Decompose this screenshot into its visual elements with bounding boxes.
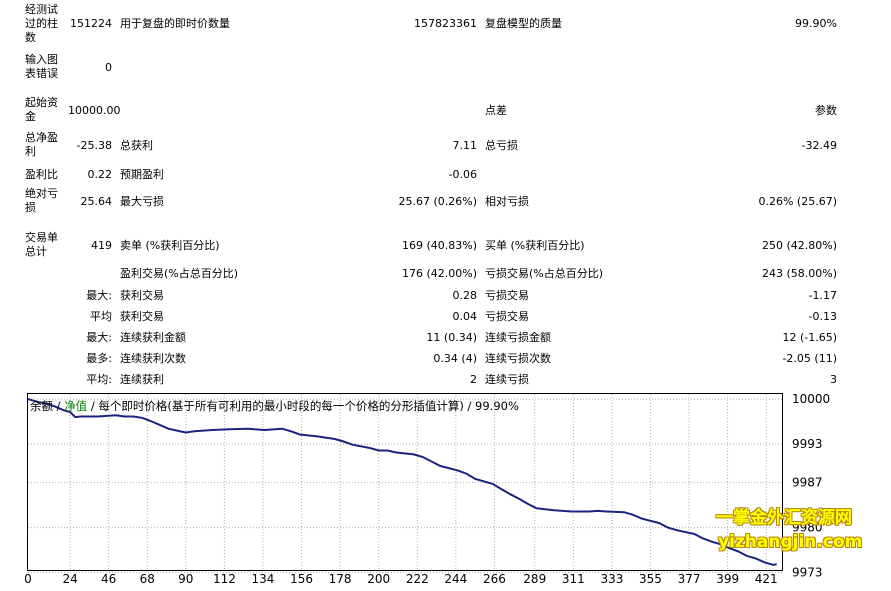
- y-tick-label: 10000: [792, 392, 830, 406]
- x-tick-label: 222: [406, 572, 429, 586]
- stat-value-spread: 参数: [815, 104, 837, 117]
- stat-label-bars-tested: 经测试过的柱数: [25, 3, 58, 44]
- stat-label-absolute-drawdown: 绝对亏损: [25, 187, 58, 214]
- stat-value-average-consecutive-wins: 2: [470, 373, 477, 386]
- stat-value-consecutive-wins-count: 0.34 (4): [433, 352, 477, 365]
- stat-value-chart-errors: 0: [105, 61, 112, 74]
- stat-value-relative-drawdown: 0.26% (25.67): [758, 195, 837, 208]
- legend-separator: /: [53, 399, 65, 413]
- x-tick-label: 266: [483, 572, 506, 586]
- stat-value-average-profit-trade: 0.04: [452, 310, 478, 323]
- stat-label-net-profit: 总净盈利: [25, 131, 58, 158]
- y-tick-label: 9973: [792, 566, 823, 580]
- stat-value-profit-factor: 0.22: [87, 168, 113, 181]
- stat-value-consecutive-losses-amount: 12 (-1.65): [782, 331, 837, 344]
- stat-label-average-consecutive-wins: 连续获利: [120, 373, 164, 386]
- stat-label-average-consecutive-losses: 连续亏损: [485, 373, 529, 386]
- stat-value-consecutive-losses-count: -2.05 (11): [782, 352, 837, 365]
- stat-value-total-trades: 419: [91, 239, 112, 252]
- stat-prefix-maximal: 最多:: [86, 352, 112, 365]
- stat-label-profit-trades: 盈利交易(%占总百分比): [120, 267, 239, 280]
- stat-label-long-positions: 买单 (%获利百分比): [485, 239, 585, 252]
- stat-label-maximal-drawdown: 最大亏损: [120, 195, 164, 208]
- stat-value-bars-tested: 151224: [70, 17, 112, 30]
- stat-label-modelling-quality: 复盘模型的质量: [485, 17, 562, 30]
- stat-value-consecutive-wins-amount: 11 (0.34): [426, 331, 477, 344]
- stat-label-relative-drawdown: 相对亏损: [485, 195, 529, 208]
- watermark-site-url: yizhangjin.com: [718, 532, 863, 552]
- watermark-site-name: 一掌金外汇资源网: [716, 508, 852, 528]
- chart-legend: 余额 / 净值 / 每个即时价格(基于所有可利用的最小时段的每一个价格的分形插值…: [30, 398, 519, 414]
- x-tick-label: 200: [367, 572, 390, 586]
- x-tick-label: 112: [213, 572, 236, 586]
- stat-label-consecutive-wins-amount: 连续获利金额: [120, 331, 186, 344]
- stat-value-absolute-drawdown: 25.64: [80, 195, 113, 208]
- legend-balance: 余额: [30, 399, 53, 413]
- stat-label-chart-errors: 输入图表错误: [25, 53, 58, 80]
- x-tick-label: 134: [252, 572, 275, 586]
- stat-label-total-trades: 交易单总计: [25, 231, 58, 258]
- stat-value-expected-payoff: -0.06: [448, 168, 477, 181]
- stat-prefix-average-consecutive: 平均:: [86, 373, 112, 386]
- stat-value-net-profit: -25.38: [76, 139, 112, 152]
- x-tick-label: 355: [639, 572, 662, 586]
- stat-label-initial-deposit: 起始资金: [25, 96, 58, 123]
- stat-value-average-loss-trade: -0.13: [808, 310, 837, 323]
- x-tick-label: 68: [140, 572, 155, 586]
- stat-prefix-average: 平均: [90, 310, 112, 323]
- x-tick-label: 399: [716, 572, 739, 586]
- stat-value-profit-trades: 176 (42.00%): [401, 267, 477, 280]
- stat-label-consecutive-wins-count: 连续获利次数: [120, 352, 186, 365]
- legend-description: / 每个即时价格(基于所有可利用的最小时段的每一个价格的分形插值计算) / 99…: [87, 399, 519, 413]
- x-tick-label: 311: [562, 572, 585, 586]
- stat-value-loss-trades: 243 (58.00%): [761, 267, 837, 280]
- stat-label-gross-loss: 总亏损: [485, 139, 518, 152]
- stat-value-long-positions: 250 (42.80%): [761, 239, 837, 252]
- stat-value-initial-deposit: 10000.00: [68, 104, 121, 117]
- x-tick-label: 333: [600, 572, 623, 586]
- stat-value-modelling-quality: 99.90%: [795, 17, 837, 30]
- stat-prefix-maximum: 最大:: [86, 331, 112, 344]
- x-tick-label: 377: [678, 572, 701, 586]
- stat-label-average-profit-trade: 获利交易: [120, 310, 164, 323]
- x-tick-label: 90: [178, 572, 193, 586]
- stat-value-average-consecutive-losses: 3: [830, 373, 837, 386]
- x-tick-label: 244: [444, 572, 467, 586]
- stat-label-largest-loss-trade: 亏损交易: [485, 289, 529, 302]
- stat-value-ticks-modelled: 157823361: [414, 17, 477, 30]
- stat-label-largest-profit-trade: 获利交易: [120, 289, 164, 302]
- stat-value-maximal-drawdown: 25.67 (0.26%): [398, 195, 477, 208]
- stat-label-expected-payoff: 预期盈利: [120, 168, 164, 181]
- x-tick-label: 289: [523, 572, 546, 586]
- stat-value-largest-profit-trade: 0.28: [452, 289, 478, 302]
- stat-label-ticks-modelled: 用于复盘的即时价数量: [120, 17, 230, 30]
- stat-label-loss-trades: 亏损交易(%占总百分比): [485, 267, 604, 280]
- legend-equity: 净值: [64, 399, 88, 413]
- stat-value-gross-profit: 7.11: [452, 139, 478, 152]
- stat-label-consecutive-losses-amount: 连续亏损金额: [485, 331, 551, 344]
- x-tick-label: 178: [329, 572, 352, 586]
- y-tick-label: 9993: [792, 437, 823, 451]
- stat-label-average-loss-trade: 亏损交易: [485, 310, 529, 323]
- stat-label-short-positions: 卖单 (%获利百分比): [120, 239, 220, 252]
- stat-prefix-largest: 最大:: [86, 289, 112, 302]
- stat-label-gross-profit: 总获利: [120, 139, 153, 152]
- x-tick-label: 421: [755, 572, 778, 586]
- x-tick-label: 24: [62, 572, 77, 586]
- y-tick-label: 9987: [792, 476, 823, 490]
- stat-label-profit-factor: 盈利比: [25, 168, 58, 181]
- stat-value-short-positions: 169 (40.83%): [401, 239, 477, 252]
- balance-chart-frame: [27, 393, 783, 571]
- x-tick-label: 46: [101, 572, 116, 586]
- stat-label-consecutive-losses-count: 连续亏损次数: [485, 352, 551, 365]
- stat-label-spread: 点差: [485, 104, 507, 117]
- stat-value-gross-loss: -32.49: [801, 139, 837, 152]
- x-tick-label: 0: [24, 572, 32, 586]
- x-tick-label: 156: [290, 572, 313, 586]
- stat-value-largest-loss-trade: -1.17: [808, 289, 837, 302]
